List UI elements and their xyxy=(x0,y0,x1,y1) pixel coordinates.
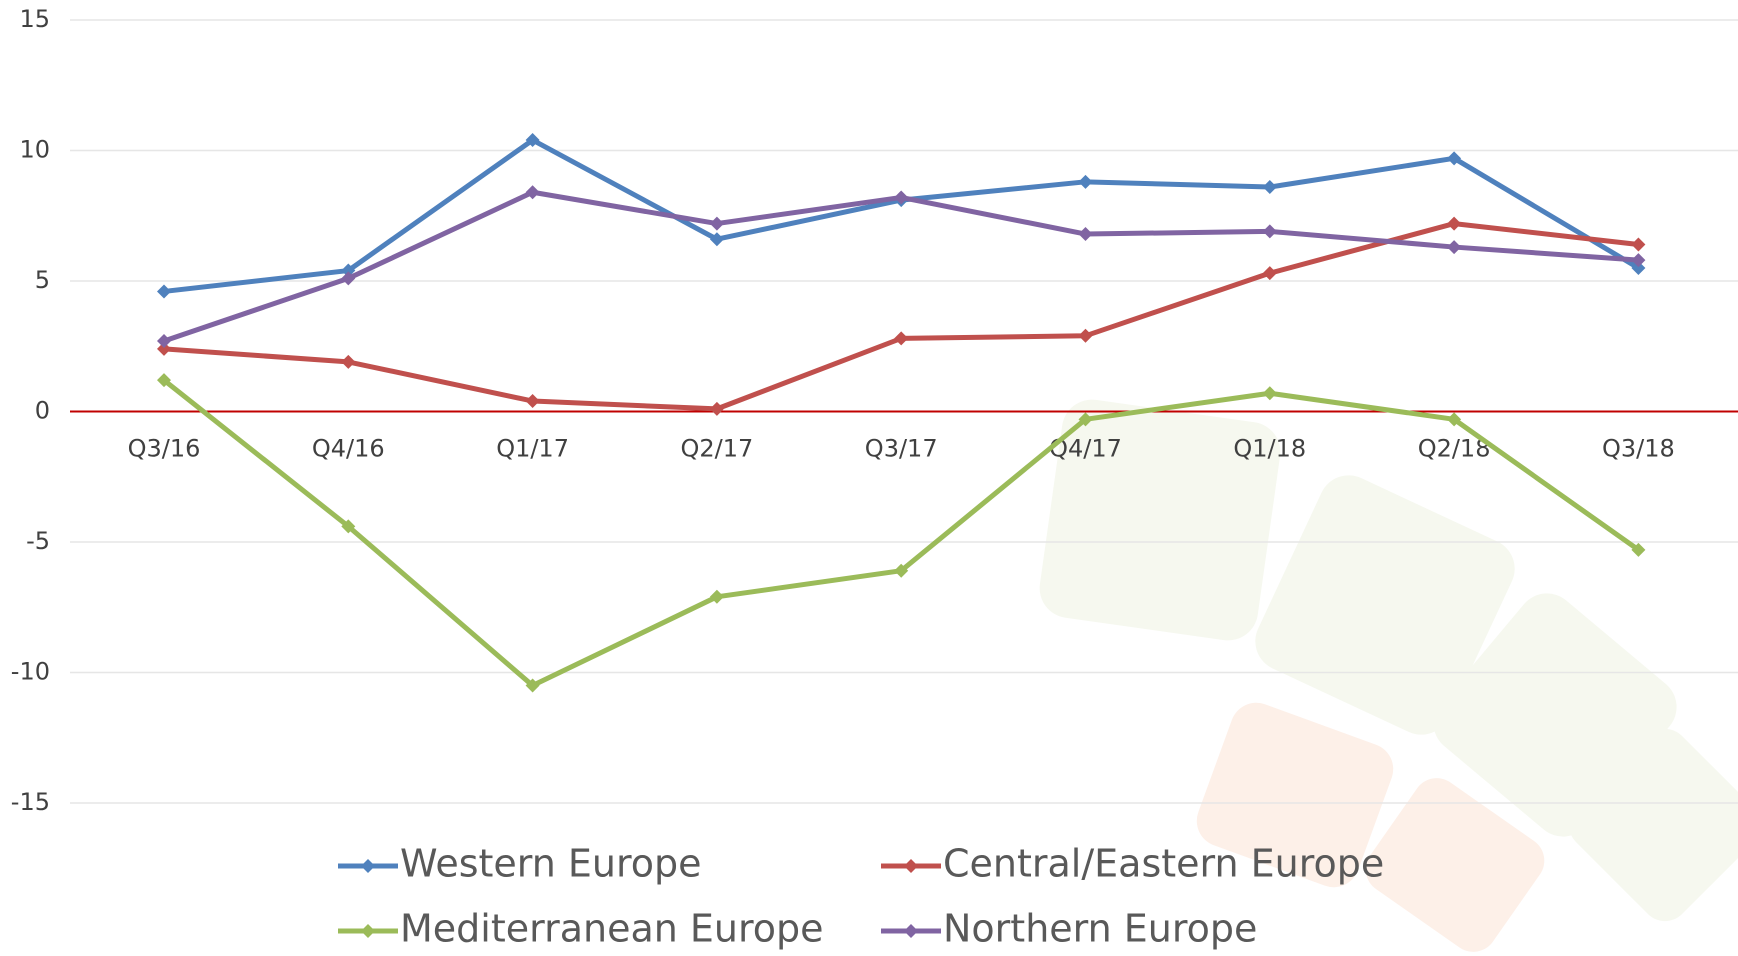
series-line xyxy=(164,140,1638,291)
legend-marker xyxy=(361,924,375,938)
series-line xyxy=(164,224,1638,409)
legend-label: Central/Eastern Europe xyxy=(943,842,1384,886)
point-marker xyxy=(1631,237,1645,251)
x-tick-label: Q4/16 xyxy=(312,435,385,463)
point-marker xyxy=(341,355,355,369)
point-marker xyxy=(526,394,540,408)
point-marker xyxy=(1447,217,1461,231)
point-marker xyxy=(1447,240,1461,254)
legend-marker xyxy=(904,859,918,873)
legend-marker xyxy=(361,859,375,873)
y-tick-label: 15 xyxy=(19,5,50,33)
legend-label: Western Europe xyxy=(400,842,702,886)
point-marker xyxy=(1079,227,1093,241)
x-tick-label: Q3/18 xyxy=(1602,435,1675,463)
point-marker xyxy=(894,331,908,345)
y-tick-label: 0 xyxy=(35,397,50,425)
x-tick-label: Q1/18 xyxy=(1233,435,1306,463)
point-marker xyxy=(1263,180,1277,194)
point-marker xyxy=(1263,386,1277,400)
point-marker xyxy=(1263,266,1277,280)
y-tick-label: 5 xyxy=(35,266,50,294)
y-tick-label: 10 xyxy=(19,136,50,164)
point-marker xyxy=(157,284,171,298)
y-tick-label: -5 xyxy=(26,527,50,555)
point-marker xyxy=(1263,224,1277,238)
legend-marker xyxy=(904,924,918,938)
chart: -15 -10 -5 0 5 10 15 Q3/16 Q4/16 Q1/17 Q2/17 Q3/17 Q… xyxy=(0,0,1738,956)
point-marker xyxy=(1079,329,1093,343)
legend-label: Northern Europe xyxy=(943,907,1257,951)
legend-label: Mediterranean Europe xyxy=(400,907,824,951)
x-tick-label: Q2/17 xyxy=(681,435,754,463)
x-tick-label: Q3/17 xyxy=(865,435,938,463)
x-tick-label: Q1/17 xyxy=(496,435,569,463)
x-tick-label: Q3/16 xyxy=(128,435,201,463)
y-tick-label: -15 xyxy=(11,788,50,816)
point-marker xyxy=(710,217,724,231)
point-marker xyxy=(157,334,171,348)
point-marker xyxy=(1079,175,1093,189)
series-line xyxy=(164,192,1638,341)
point-marker xyxy=(710,402,724,416)
y-tick-label: -10 xyxy=(11,658,50,686)
